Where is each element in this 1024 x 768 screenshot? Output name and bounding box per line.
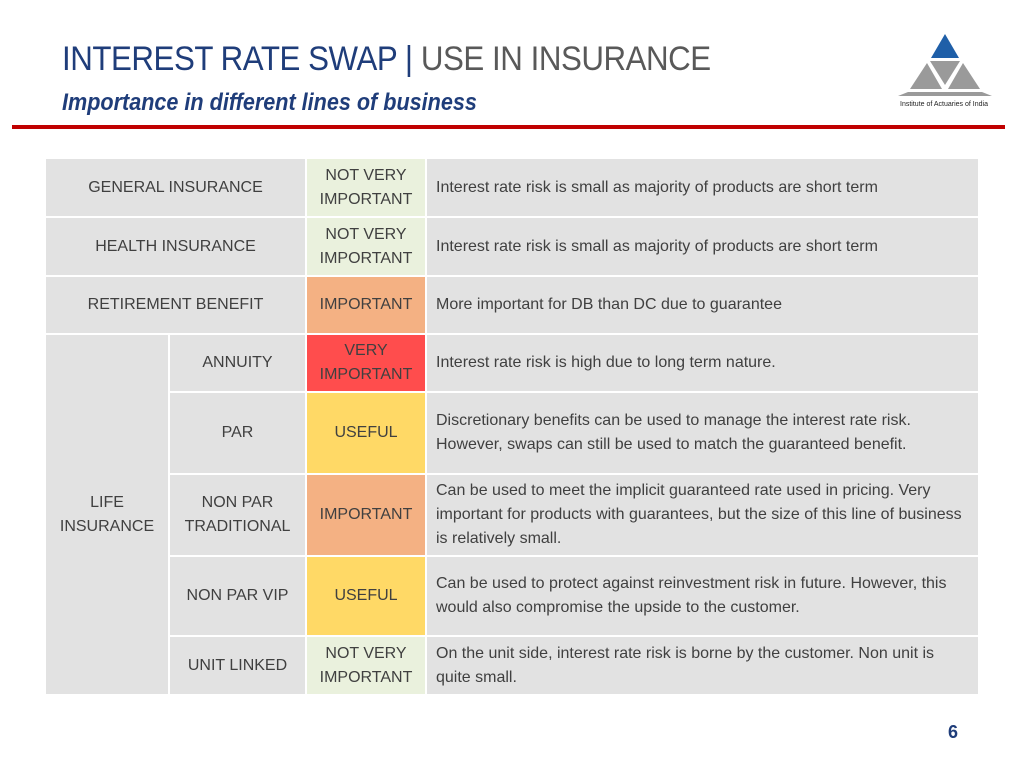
life-insurance-cell: LIFE INSURANCE [44,333,170,696]
table-row: GENERAL INSURANCE NOT VERY IMPORTANT Int… [44,157,980,218]
lob-cell: GENERAL INSURANCE [44,157,307,218]
title-main: INTEREST RATE SWAP | [62,40,421,78]
product-cell: ANNUITY [168,333,307,393]
importance-cell: IMPORTANT [305,275,427,335]
importance-cell: VERY IMPORTANT [305,333,427,393]
product-cell: NON PAR VIP [168,555,307,637]
comment-cell: Discretionary benefits can be used to ma… [425,391,980,475]
importance-cell: USEFUL [305,391,427,475]
importance-table: GENERAL INSURANCE NOT VERY IMPORTANT Int… [44,157,980,696]
table-row: RETIREMENT BENEFIT IMPORTANT More import… [44,275,980,335]
table-row: NON PAR TRADITIONAL IMPORTANT Can be use… [45,473,980,557]
comment-cell: Can be used to protect against reinvestm… [425,555,980,637]
table-row: PAR USEFUL Discretionary benefits can be… [45,391,980,475]
importance-cell: NOT VERY IMPORTANT [305,635,427,696]
importance-cell: NOT VERY IMPORTANT [305,216,427,277]
table-row: NON PAR VIP USEFUL Can be used to protec… [45,555,980,637]
importance-cell: USEFUL [305,555,427,637]
lob-cell: HEALTH INSURANCE [44,216,307,277]
comment-cell: Interest rate risk is small as majority … [425,157,980,218]
comment-cell: More important for DB than DC due to gua… [425,275,980,335]
importance-cell: IMPORTANT [305,473,427,557]
page-number: 6 [948,722,959,742]
importance-cell: NOT VERY IMPORTANT [305,157,427,218]
table-row: LIFE INSURANCE ANNUITY VERY IMPORTANT In… [44,333,980,696]
comment-cell: Interest rate risk is high due to long t… [425,333,980,393]
page-subtitle: Importance in different lines of busines… [62,89,477,116]
comment-cell: On the unit side, interest rate risk is … [425,635,980,696]
comment-cell: Can be used to meet the implicit guarant… [425,473,980,557]
lob-cell: RETIREMENT BENEFIT [44,275,307,335]
page-title: INTEREST RATE SWAP | USE IN INSURANCE [62,40,711,79]
product-cell: NON PAR TRADITIONAL [168,473,307,557]
logo-caption: Institute of Actuaries of India [900,101,988,108]
comment-cell: Interest rate risk is small as majority … [425,216,980,277]
table-row: UNIT LINKED NOT VERY IMPORTANT On the un… [45,635,980,696]
title-divider [12,125,1005,129]
title-sub: USE IN INSURANCE [420,40,711,78]
product-cell: UNIT LINKED [168,635,307,696]
institute-logo-icon [898,34,992,96]
product-cell: PAR [168,391,307,475]
table-row: HEALTH INSURANCE NOT VERY IMPORTANT Inte… [44,216,980,277]
